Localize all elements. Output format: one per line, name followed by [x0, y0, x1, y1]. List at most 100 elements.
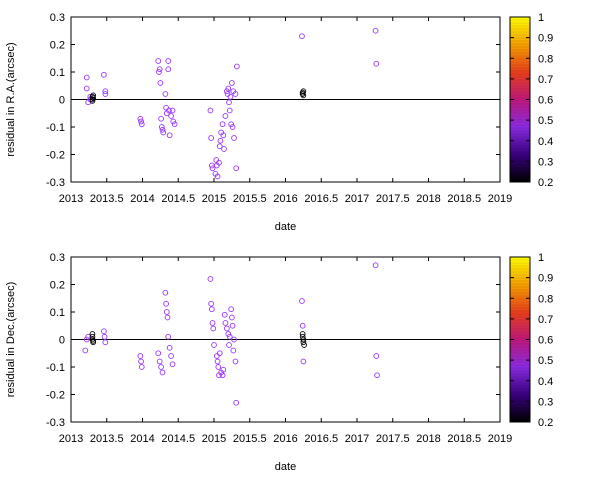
data-point-purple: [165, 333, 172, 340]
data-point-purple: [101, 71, 107, 78]
y-tick-label: -0.3: [46, 177, 65, 189]
data-point-purple: [158, 124, 165, 130]
data-point-purple: [216, 159, 222, 166]
data-point-purple: [83, 85, 90, 92]
data-point-black: [300, 339, 307, 346]
x-tick-label: 2013: [59, 433, 83, 445]
data-point-purple: [232, 91, 239, 97]
x-tick-label: 2017: [345, 433, 369, 445]
y-tick-label: 0: [59, 335, 65, 347]
data-point-purple: [138, 121, 145, 128]
y-axis-title: residual in Dec.(arcsec): [5, 282, 17, 398]
y-tick-label: 0.3: [50, 12, 65, 24]
data-point-purple: [229, 80, 235, 86]
data-point-purple: [169, 361, 176, 368]
y-tick-label: -0.3: [46, 417, 65, 429]
data-point-purple: [372, 27, 379, 34]
colorbar-tick-label: 0.8: [538, 53, 553, 65]
data-point-purple: [299, 322, 306, 329]
data-point-purple: [216, 143, 223, 150]
x-tick-label: 2018: [416, 433, 440, 445]
data-point-purple: [214, 353, 220, 359]
data-point-purple: [217, 137, 224, 144]
x-tick-label: 2015.5: [233, 433, 267, 445]
data-point-purple: [224, 325, 230, 332]
y-tick-label: 0.2: [50, 280, 65, 292]
data-point-purple: [83, 74, 90, 81]
x-tick-label: 2015: [202, 193, 226, 205]
colorbar-tick-label: 0.3: [538, 396, 553, 408]
data-point-purple: [209, 165, 216, 172]
y-tick-label: -0.1: [46, 362, 65, 374]
data-point-purple: [156, 69, 162, 75]
data-point-purple: [214, 173, 221, 180]
data-point-purple: [166, 344, 173, 351]
data-point-black: [89, 333, 96, 340]
data-point-purple: [222, 320, 229, 326]
data-point-purple: [169, 107, 176, 114]
y-tick-label: 0.1: [50, 67, 65, 79]
data-point-purple: [208, 135, 214, 141]
data-point-purple: [165, 66, 172, 73]
y-tick-label: 0.2: [50, 40, 65, 52]
x-tick-label: 2018.5: [447, 193, 481, 205]
colorbar-tick-label: 0.7: [538, 314, 553, 326]
data-point-purple: [138, 358, 144, 365]
data-point-purple: [225, 85, 232, 92]
x-tick-label: 2016: [273, 433, 297, 445]
data-point-purple: [211, 342, 217, 348]
data-point-purple: [214, 358, 221, 365]
data-point-purple: [159, 369, 166, 376]
data-point-purple: [208, 300, 214, 307]
data-point-purple: [166, 132, 173, 139]
data-point-black: [299, 331, 306, 337]
data-point-purple: [207, 276, 214, 282]
data-point-purple: [299, 298, 305, 304]
data-point-purple: [231, 336, 237, 343]
y-tick-label: -0.2: [46, 390, 65, 402]
x-tick-label: 2015: [202, 433, 226, 445]
data-point-purple: [102, 91, 109, 97]
data-point-purple: [228, 121, 235, 128]
data-point-purple: [234, 63, 240, 70]
data-point-purple: [229, 124, 236, 130]
x-tick-label: 2019: [488, 433, 512, 445]
colorbar-tick-label: 1: [538, 12, 544, 24]
data-point-purple: [102, 339, 109, 346]
data-point-purple: [207, 107, 214, 114]
y-axis-title: residual in R.A.(arcsec): [5, 42, 17, 156]
data-point-black: [300, 88, 307, 95]
data-point-purple: [227, 93, 234, 100]
x-tick-label: 2016: [273, 193, 297, 205]
data-point-purple: [137, 115, 144, 122]
colorbar-tick-label: 0.9: [538, 273, 553, 285]
data-point-purple: [220, 366, 227, 373]
data-point-purple: [230, 347, 237, 354]
data-point-purple: [163, 104, 169, 111]
data-point-purple: [162, 91, 169, 97]
data-point-purple: [215, 364, 222, 370]
data-point-purple: [168, 353, 174, 359]
x-tick-label: 2018: [416, 193, 440, 205]
data-point-purple: [163, 300, 169, 307]
data-point-purple: [300, 358, 307, 365]
data-point-purple: [101, 328, 107, 335]
data-point-black: [301, 342, 307, 348]
data-point-purple: [164, 314, 171, 321]
data-point-purple: [163, 309, 170, 315]
ra-residual-panel: 2013 2013.5 2014 2014.5 2015 2015.5 2016 2016.5…: [5, 12, 553, 233]
y-tick-label: 0.1: [50, 307, 65, 319]
data-point-purple: [158, 115, 164, 122]
data-point-purple: [102, 88, 109, 95]
data-point-purple: [137, 353, 144, 359]
data-point-purple: [157, 80, 164, 86]
data-point-purple: [225, 331, 232, 337]
data-point-purple: [226, 107, 233, 114]
data-point-purple: [209, 320, 216, 326]
data-point-purple: [156, 66, 163, 73]
data-point-purple: [171, 121, 178, 128]
data-point-purple: [155, 350, 162, 357]
data-point-purple: [229, 314, 235, 321]
data-point-purple: [138, 118, 144, 125]
